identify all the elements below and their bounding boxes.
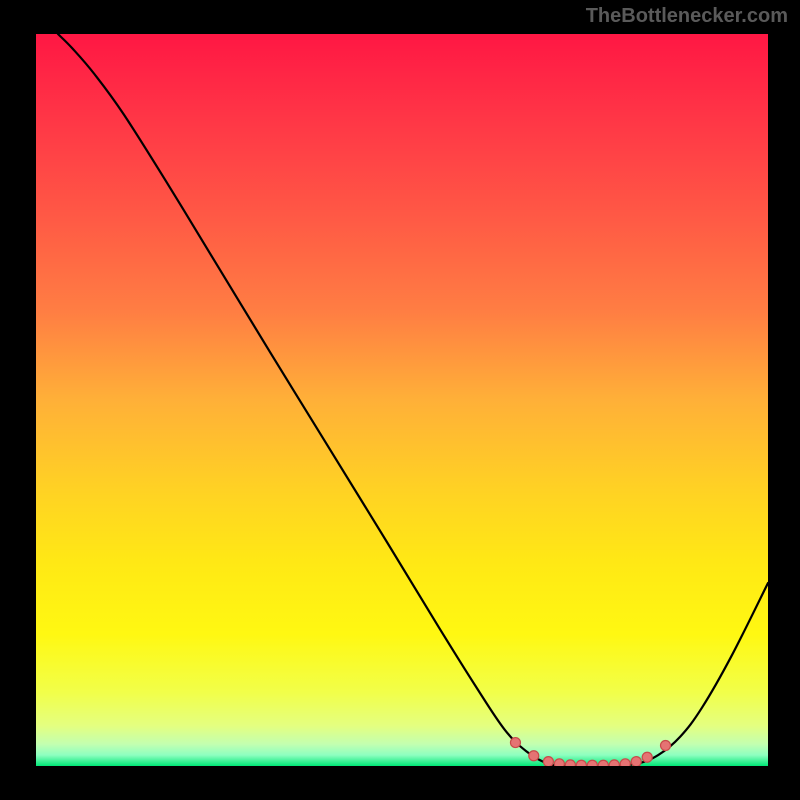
marker-point	[543, 757, 553, 766]
marker-point	[565, 760, 575, 766]
marker-point	[529, 751, 539, 761]
chart-container: TheBottlenecker.com	[0, 0, 800, 800]
marker-point	[642, 752, 652, 762]
marker-point	[554, 759, 564, 766]
watermark-text: TheBottlenecker.com	[586, 5, 788, 28]
marker-point	[609, 760, 619, 766]
plot-background	[36, 34, 768, 766]
bottleneck-chart	[36, 34, 768, 766]
marker-point	[587, 760, 597, 766]
marker-point	[598, 760, 608, 766]
marker-point	[631, 757, 641, 766]
marker-point	[620, 759, 630, 766]
marker-point	[576, 760, 586, 766]
marker-point	[510, 738, 520, 748]
marker-point	[661, 741, 671, 751]
